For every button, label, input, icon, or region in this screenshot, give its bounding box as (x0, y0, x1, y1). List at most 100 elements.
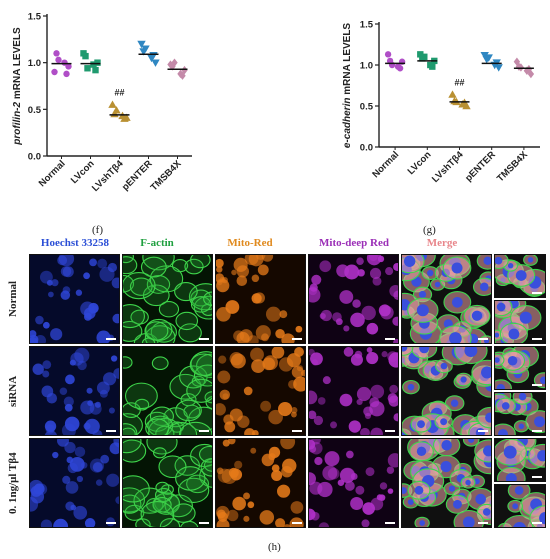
nucleus (407, 499, 414, 506)
data-point (82, 52, 89, 60)
scale-bar (532, 476, 542, 478)
cell (236, 275, 248, 286)
cell (362, 502, 375, 515)
nucleus (507, 355, 518, 366)
cell (369, 401, 385, 417)
scale-bar (478, 522, 488, 524)
data-point (482, 56, 491, 64)
cell (123, 402, 141, 419)
cell (290, 407, 298, 414)
cell (199, 445, 212, 463)
cell (387, 351, 398, 362)
cell (96, 381, 110, 395)
cell (263, 355, 278, 370)
cell (218, 355, 227, 364)
cell (474, 439, 491, 463)
scale-bar (532, 338, 542, 340)
nucleus (483, 445, 491, 457)
micrograph (309, 347, 398, 435)
nucleus (479, 282, 489, 292)
micrograph (32, 347, 119, 435)
cell (356, 398, 363, 406)
chart-ecadherin-svg: 0.0 0.5 1.0 1.5 e-cadherin mRNA LEVELS Normal… (342, 20, 540, 185)
cell (309, 445, 317, 453)
nucleus (496, 384, 506, 389)
data-point (51, 68, 58, 76)
cell (123, 356, 133, 369)
scale-bar (106, 522, 116, 524)
cell (282, 458, 297, 474)
cell (216, 279, 223, 286)
cell (34, 334, 47, 343)
cell (144, 321, 169, 341)
cell (250, 347, 264, 362)
cell (65, 501, 75, 511)
data-point (90, 61, 97, 68)
scale-bar (385, 338, 395, 340)
data-point (181, 65, 188, 75)
data-point (179, 71, 186, 80)
cell (476, 406, 491, 429)
chart-ecadherin: 0.0 0.5 1.0 1.5 e-cadherin mRNA LEVELS Normal… (332, 0, 550, 222)
cell (46, 279, 53, 286)
nucleus (453, 499, 462, 509)
cell (361, 305, 376, 321)
scale-bar (292, 430, 302, 432)
nucleus (514, 486, 524, 495)
image-panel (308, 346, 399, 436)
cell (129, 277, 153, 296)
zoom-inset-panel (494, 392, 546, 436)
cell (110, 355, 118, 362)
scale-bar (106, 338, 116, 340)
cell (255, 325, 271, 341)
cell (502, 514, 537, 527)
cell (259, 510, 275, 525)
cell (123, 427, 136, 435)
cell (350, 473, 358, 480)
micrograph (495, 301, 542, 343)
row-label: 0. 1ng/μl Tβ4 (7, 452, 19, 514)
nucleus (519, 311, 532, 324)
cell (356, 386, 372, 402)
nucleus (485, 412, 491, 423)
nucleus (407, 383, 415, 391)
cell (286, 353, 302, 368)
cell (311, 359, 319, 366)
nucleus (465, 479, 471, 486)
image-panel (308, 254, 399, 344)
cell (309, 390, 318, 405)
cell (348, 420, 361, 433)
nucleus (419, 347, 430, 354)
cell (322, 376, 331, 385)
cell (76, 475, 84, 483)
image-panel (308, 438, 399, 528)
cell (158, 300, 180, 318)
nucleus (505, 472, 517, 481)
nucleus (402, 432, 407, 435)
cell (361, 519, 370, 527)
cell (216, 467, 224, 475)
cell (317, 397, 326, 405)
cell (350, 497, 364, 511)
cell (335, 318, 343, 326)
cell (277, 484, 291, 498)
scale-bar (532, 384, 542, 386)
y-axis-label-rest: mRNA LEVELS (342, 23, 353, 98)
cell (324, 451, 340, 467)
micrograph (402, 255, 491, 343)
column-header: Hoechst 33258 (40, 237, 110, 249)
cell (77, 360, 87, 371)
zoom-inset-panel (494, 300, 546, 344)
x-tick-label: Normal (37, 158, 68, 189)
cell (271, 470, 283, 482)
cell (317, 481, 333, 498)
cell (123, 475, 150, 503)
cell (309, 508, 316, 521)
image-panel (29, 438, 120, 528)
cell (370, 384, 385, 399)
cell (281, 333, 295, 343)
cell (350, 312, 365, 328)
cell (346, 450, 354, 459)
column-header: F-actin (140, 237, 174, 249)
cell (268, 453, 276, 461)
